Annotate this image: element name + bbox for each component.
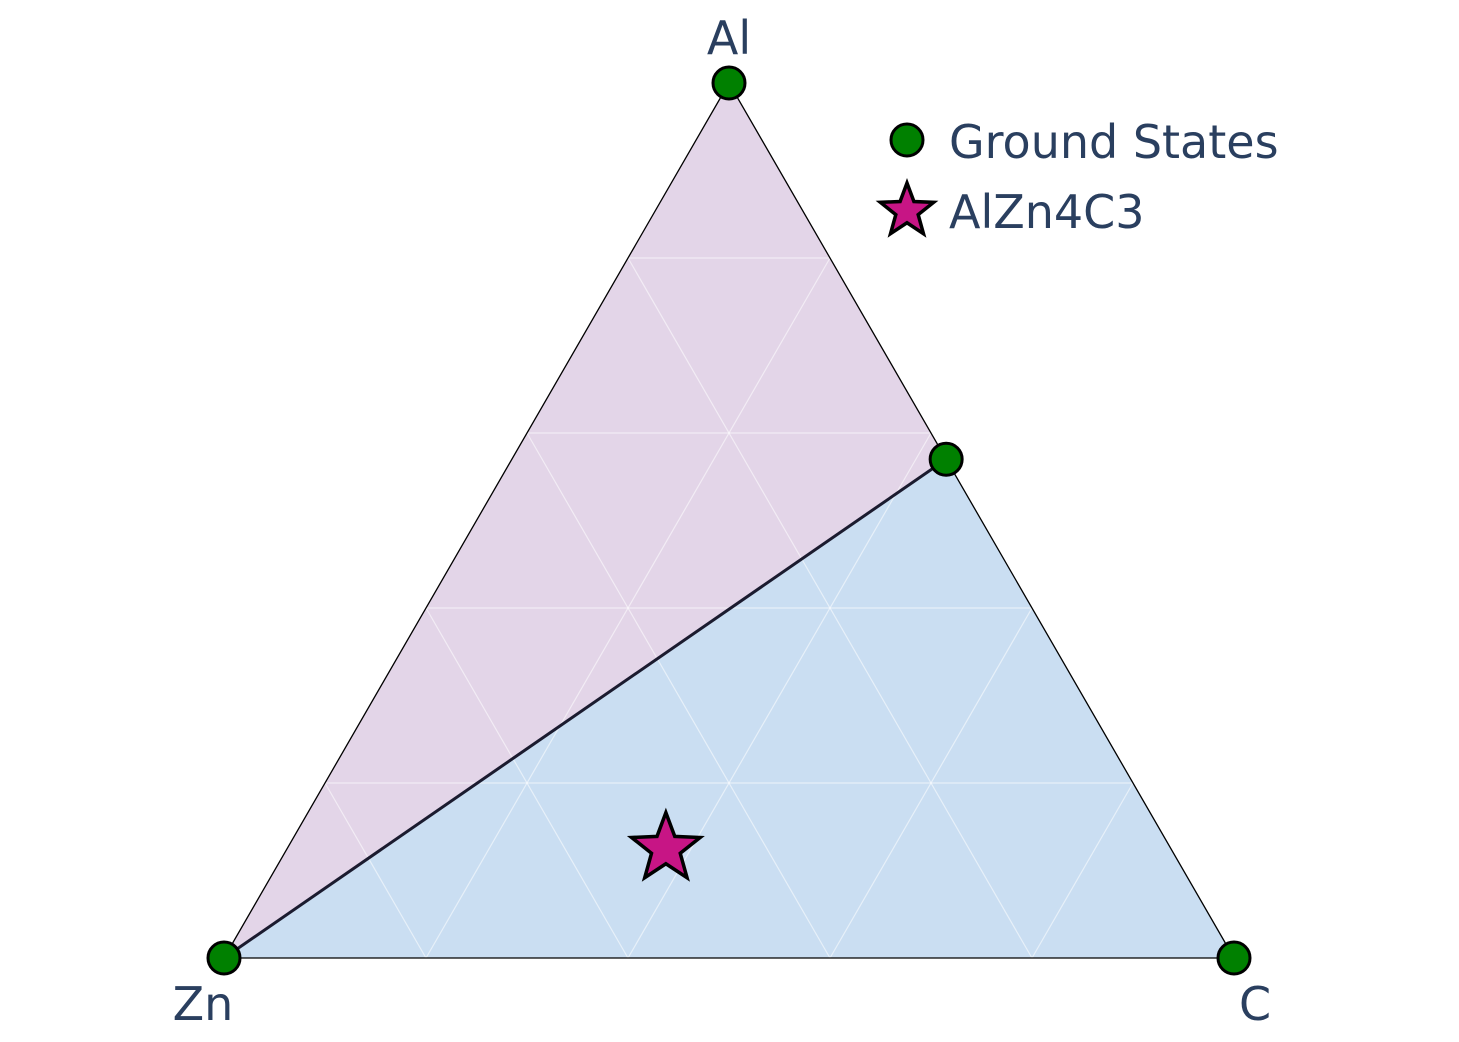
stability-region-0 — [224, 83, 947, 958]
stability-regions — [224, 83, 1234, 958]
triangle-border — [222, 81, 1236, 959]
grid-line-zn-3 — [425, 607, 629, 959]
triangle-outline — [222, 81, 1236, 959]
axis-label-c: C — [1239, 977, 1271, 1031]
legend-label-ground-states: Ground States — [949, 115, 1279, 169]
legend-marker-ground-states — [889, 122, 925, 158]
axis-label-zn: Zn — [173, 977, 234, 1031]
grid-line-zn-4 — [324, 782, 427, 959]
legend-star-icon — [875, 178, 939, 238]
data-points — [206, 65, 1252, 976]
tie-line-0 — [223, 458, 948, 960]
ground-state-point-1 — [206, 940, 242, 976]
grid-line-c-4 — [1031, 782, 1134, 959]
ground-state-point-0 — [711, 65, 747, 101]
ternary-grid — [324, 257, 1134, 959]
grid-line-c-3 — [829, 607, 1033, 959]
legend-circle-icon — [889, 122, 925, 158]
tie-lines — [223, 458, 948, 960]
axis-label-al: Al — [707, 11, 751, 65]
grid-line-zn-2 — [526, 432, 831, 959]
legend-label-alzn4c3: AlZn4C3 — [949, 185, 1145, 239]
target-compound-star — [626, 807, 705, 882]
legend-marker-alzn4c3 — [875, 178, 939, 238]
ground-state-point-2 — [1216, 940, 1252, 976]
ground-state-point-3 — [928, 441, 964, 477]
legend: Ground States AlZn4C3 — [875, 115, 1279, 239]
stability-region-1 — [224, 459, 1234, 958]
